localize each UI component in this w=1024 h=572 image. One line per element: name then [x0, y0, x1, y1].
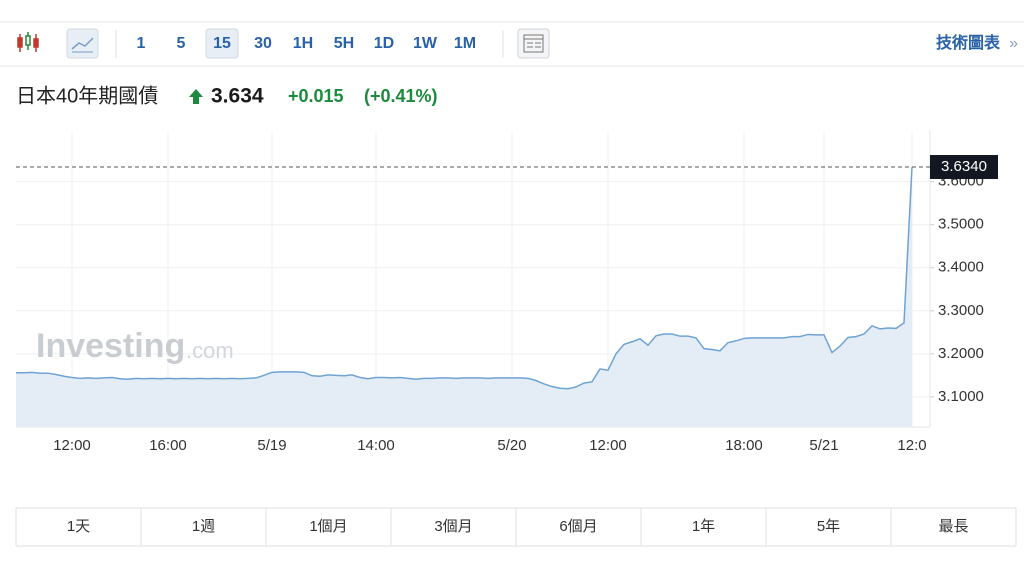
range-button[interactable]: 5年: [817, 518, 840, 535]
interval-button[interactable]: 1H: [293, 35, 313, 52]
table-button[interactable]: [517, 28, 550, 59]
x-tick-label: 16:00: [149, 437, 187, 454]
candlestick-button[interactable]: [17, 32, 39, 52]
change: +0.015: [288, 86, 344, 106]
change-percent: (+0.41%): [364, 86, 438, 106]
y-tick-label: 3.4000: [938, 259, 984, 276]
chart-link-arrow[interactable]: »: [1009, 35, 1018, 52]
interval-button[interactable]: 1W: [413, 35, 438, 52]
x-tick-label: 14:00: [357, 437, 395, 454]
active-interval-bg: [205, 28, 239, 59]
range-button[interactable]: 1週: [192, 518, 215, 535]
interval-button[interactable]: 1M: [454, 35, 476, 52]
x-tick-label: 18:00: [725, 437, 763, 454]
watermark-brand: Investing: [36, 327, 185, 365]
interval-button[interactable]: 5: [177, 35, 186, 52]
interval-button[interactable]: 1: [137, 35, 146, 52]
x-tick-label: 5/19: [257, 437, 286, 454]
x-tick-label: 12:00: [589, 437, 627, 454]
instrument-name: 日本40年期國債: [16, 84, 158, 107]
range-button[interactable]: 1年: [692, 518, 715, 535]
last-price-box: [930, 155, 998, 180]
y-tick-label: 3.2000: [938, 345, 984, 362]
last-price-label: 3.6340: [941, 158, 987, 175]
interval-button[interactable]: 5H: [334, 35, 354, 52]
range-button[interactable]: 1個月: [309, 518, 347, 535]
x-tick-label: 12:00: [53, 437, 91, 454]
interval-button[interactable]: 1D: [374, 35, 394, 52]
price: 3.634: [211, 85, 264, 108]
y-tick-label: 3.1000: [938, 388, 984, 405]
price-line: [16, 166, 913, 390]
watermark-suffix: .com: [186, 338, 234, 363]
chart-link[interactable]: 技術圖表: [936, 33, 1001, 52]
up-arrow: [189, 89, 203, 104]
interval-button[interactable]: 30: [254, 35, 272, 52]
range-button[interactable]: 3個月: [434, 518, 472, 535]
x-tick-label: 5/20: [497, 437, 526, 454]
y-tick-label: 3.3000: [938, 302, 984, 319]
x-tick-label: 12:0: [897, 437, 926, 454]
line-chart-button[interactable]: [66, 28, 99, 59]
range-button[interactable]: 最長: [938, 518, 968, 535]
y-tick-label: 3.5000: [938, 216, 984, 233]
interval-button[interactable]: 15: [213, 35, 231, 52]
x-tick-label: 5/21: [809, 437, 838, 454]
range-button[interactable]: 6個月: [559, 518, 597, 535]
range-button[interactable]: 1天: [67, 518, 90, 535]
area-fill: [16, 167, 912, 427]
